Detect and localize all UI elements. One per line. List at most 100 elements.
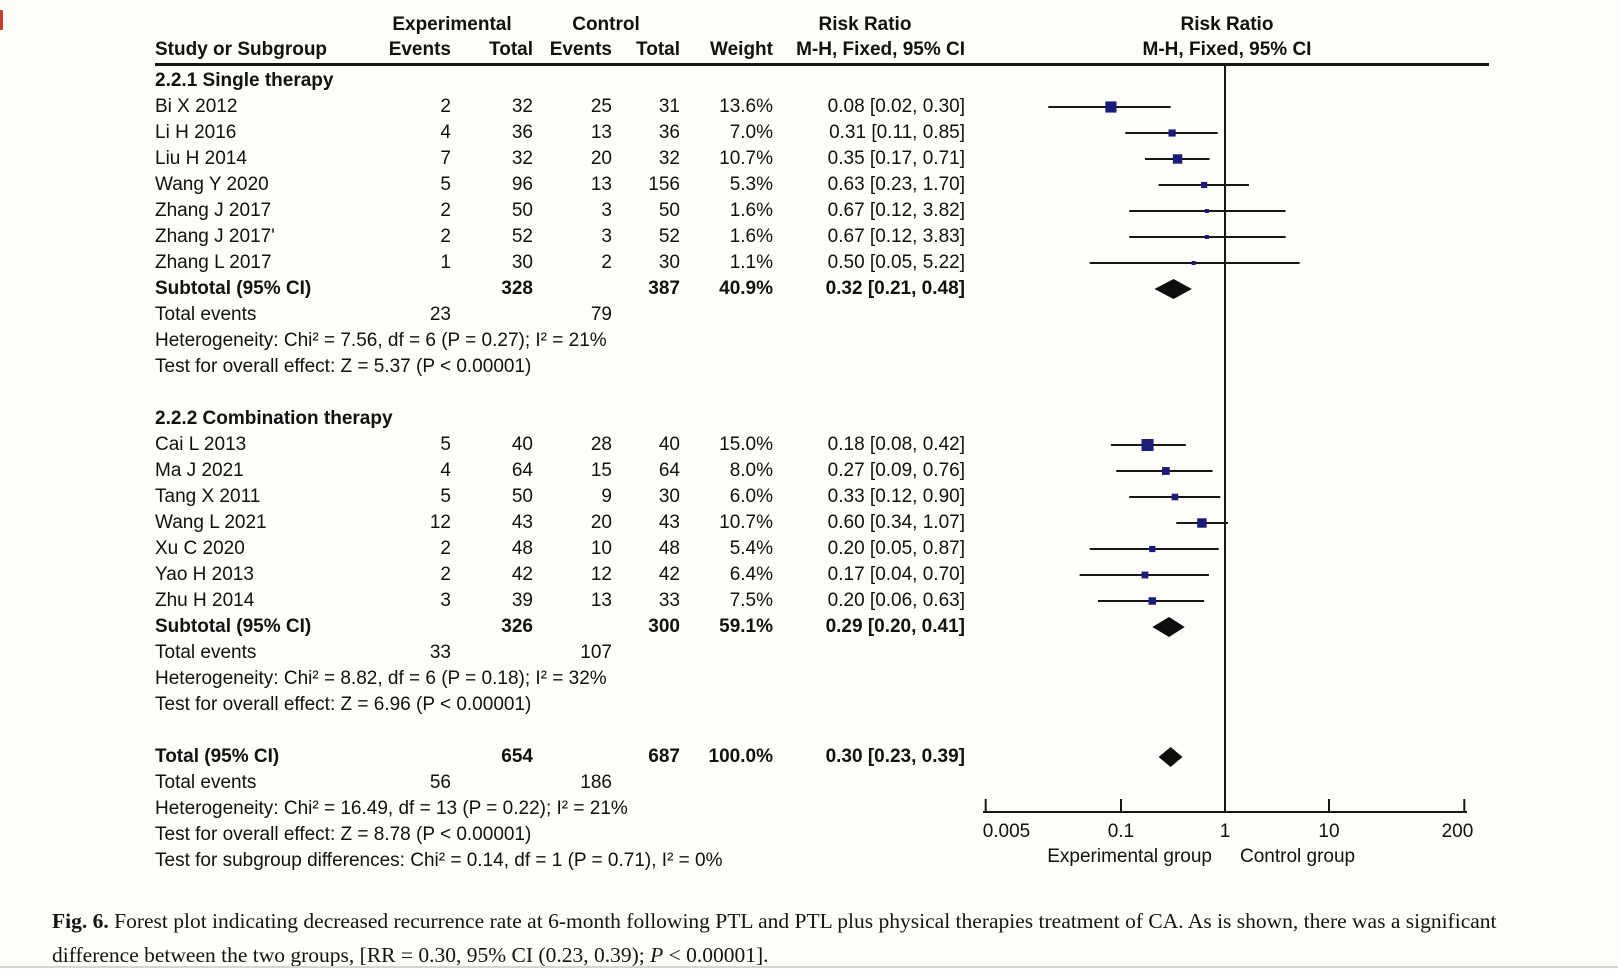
weight-value: 1.6% [729, 200, 773, 221]
risk-ratio-ci-text: 0.63 [0.23, 1.70] [827, 174, 965, 195]
weight-value: 15.0% [719, 434, 773, 455]
col-study-subgroup: Study or Subgroup [155, 39, 328, 60]
plot-mh-fixed-ci: M-H, Fixed, 95% CI [1142, 39, 1312, 60]
total-events-ctrl: 186 [580, 772, 612, 793]
exp-events-value: 2 [440, 564, 451, 585]
risk-ratio-ci-text: 0.67 [0.12, 3.83] [827, 226, 965, 247]
table-row: Total events 23 79 [0, 302, 1618, 328]
weight-value: 40.9% [719, 278, 773, 299]
weight-value: 5.3% [729, 174, 773, 195]
exp-total-value: 32 [511, 148, 533, 169]
study-label: Subtotal (95% CI) [155, 616, 312, 637]
ctrl-events-value: 13 [590, 174, 612, 195]
stats-text: Test for overall effect: Z = 5.37 (P < 0… [155, 356, 532, 377]
ctrl-total-value: 31 [658, 96, 680, 117]
exp-total-value: 64 [511, 460, 533, 481]
study-row: Zhang J 2017' 2 52 3 52 1.6% 0.67 [0.12, 3.83] [0, 224, 1618, 250]
study-label: Bi X 2012 [155, 96, 238, 117]
risk-ratio-ci-text: 0.35 [0.17, 0.71] [827, 148, 965, 169]
stats-text: Heterogeneity: Chi² = 8.82, df = 6 (P = … [155, 668, 607, 689]
ctrl-events-value: 28 [590, 434, 612, 455]
study-label: Cai L 2013 [155, 434, 247, 455]
exp-total-value: 42 [511, 564, 533, 585]
exp-events-value: 1 [440, 252, 451, 273]
plot-risk-ratio-title: Risk Ratio [1180, 14, 1274, 35]
risk-ratio-ci-text: 0.20 [0.06, 0.63] [827, 590, 965, 611]
ctrl-events-value: 3 [601, 226, 612, 247]
ctrl-total-value: 42 [658, 564, 680, 585]
weight-value: 5.4% [729, 538, 773, 559]
weight-value: 59.1% [719, 616, 773, 637]
weight-value: 13.6% [719, 96, 773, 117]
total-row: Total (95% CI) 654 687 100.0% 0.30 [0.23, 0.… [0, 744, 1618, 770]
exp-events-value: 2 [440, 200, 451, 221]
exp-total-value: 654 [501, 746, 533, 767]
study-label: Xu C 2020 [155, 538, 245, 559]
stats-text: Test for overall effect: Z = 6.96 (P < 0… [155, 694, 532, 715]
col-exp-events: Events [388, 39, 451, 60]
table-row: Total events 56 186 [0, 770, 1618, 796]
weight-value: 6.4% [729, 564, 773, 585]
study-row: Zhang J 2017 2 50 3 50 1.6% 0.67 [0.12, 3.82] [0, 198, 1618, 224]
overall-effect-test: Test for overall effect: Z = 6.96 (P < 0… [0, 692, 1618, 718]
study-row: Yao H 2013 2 42 12 42 6.4% 0.17 [0.04, 0.70] [0, 562, 1618, 588]
study-row: Xu C 2020 2 48 10 48 5.4% 0.20 [0.05, 0.87] [0, 536, 1618, 562]
exp-events-value: 7 [440, 148, 451, 169]
col-ctrl-total: Total [636, 39, 680, 60]
ctrl-events-value: 10 [590, 538, 612, 559]
heterogeneity-stats: Heterogeneity: Chi² = 16.49, df = 13 (P … [0, 796, 1618, 822]
exp-events-value: 2 [440, 538, 451, 559]
caption-body: Forest plot indicating decreased recurre… [52, 908, 1497, 967]
section-title: 2.2.2 Combination therapy [155, 408, 393, 429]
col-ctrl-events: Events [549, 39, 612, 60]
figure-caption: Fig. 6. Forest plot indicating decreased… [52, 904, 1568, 970]
ctrl-events-value: 13 [590, 590, 612, 611]
ctrl-total-value: 48 [658, 538, 680, 559]
ctrl-total-value: 687 [648, 746, 680, 767]
subgroup-differences-test: Test for subgroup differences: Chi² = 0.… [0, 848, 1618, 874]
study-label: Zhang J 2017 [155, 200, 272, 221]
total-events-label: Total events [155, 304, 257, 325]
weight-value: 10.7% [719, 512, 773, 533]
spacer-row [0, 718, 1618, 744]
weight-value: 1.1% [729, 252, 773, 273]
risk-ratio-ci-text: 0.08 [0.02, 0.30] [827, 96, 965, 117]
total-events-ctrl: 107 [580, 642, 612, 663]
study-row: Wang L 2021 12 43 20 43 10.7% 0.60 [0.34, 1.07… [0, 510, 1618, 536]
ctrl-total-value: 32 [658, 148, 680, 169]
study-label: Tang X 2011 [155, 486, 261, 507]
caption-p-symbol: P [650, 942, 664, 967]
stats-text: Heterogeneity: Chi² = 16.49, df = 13 (P … [155, 798, 628, 819]
ctrl-total-value: 300 [648, 616, 680, 637]
stats-text: Heterogeneity: Chi² = 7.56, df = 6 (P = … [155, 330, 607, 351]
col-risk-ratio-title: Risk Ratio [818, 14, 912, 35]
ctrl-events-value: 13 [590, 122, 612, 143]
total-events-label: Total events [155, 642, 257, 663]
exp-events-value: 4 [440, 460, 451, 481]
exp-events-value: 2 [440, 226, 451, 247]
exp-events-value: 5 [440, 486, 451, 507]
study-label: Subtotal (95% CI) [155, 278, 312, 299]
ctrl-total-value: 156 [648, 174, 680, 195]
study-row: Li H 2016 4 36 13 36 7.0% 0.31 [0.11, 0.85] [0, 120, 1618, 146]
weight-value: 7.5% [729, 590, 773, 611]
study-label: Wang Y 2020 [155, 174, 269, 195]
exp-total-value: 43 [511, 512, 533, 533]
ctrl-total-value: 30 [658, 486, 680, 507]
study-label: Li H 2016 [155, 122, 237, 143]
risk-ratio-ci-text: 0.33 [0.12, 0.90] [827, 486, 965, 507]
study-row: Liu H 2014 7 32 20 32 10.7% 0.35 [0.17, 0.71] [0, 146, 1618, 172]
table-row: 2.2.1 Single therapy [0, 68, 1618, 94]
caption-tail: < 0.00001]. [663, 942, 769, 967]
col-mh-fixed-ci: M-H, Fixed, 95% CI [796, 39, 965, 60]
total-events-ctrl: 79 [590, 304, 612, 325]
risk-ratio-ci-text: 0.32 [0.21, 0.48] [825, 278, 965, 299]
study-label: Zhang J 2017' [155, 226, 275, 247]
section-title: 2.2.1 Single therapy [155, 70, 334, 91]
col-weight: Weight [710, 39, 773, 60]
risk-ratio-ci-text: 0.27 [0.09, 0.76] [827, 460, 965, 481]
col-group-experimental: Experimental [392, 14, 512, 35]
total-events-exp: 23 [429, 304, 451, 325]
exp-total-value: 326 [501, 616, 533, 637]
